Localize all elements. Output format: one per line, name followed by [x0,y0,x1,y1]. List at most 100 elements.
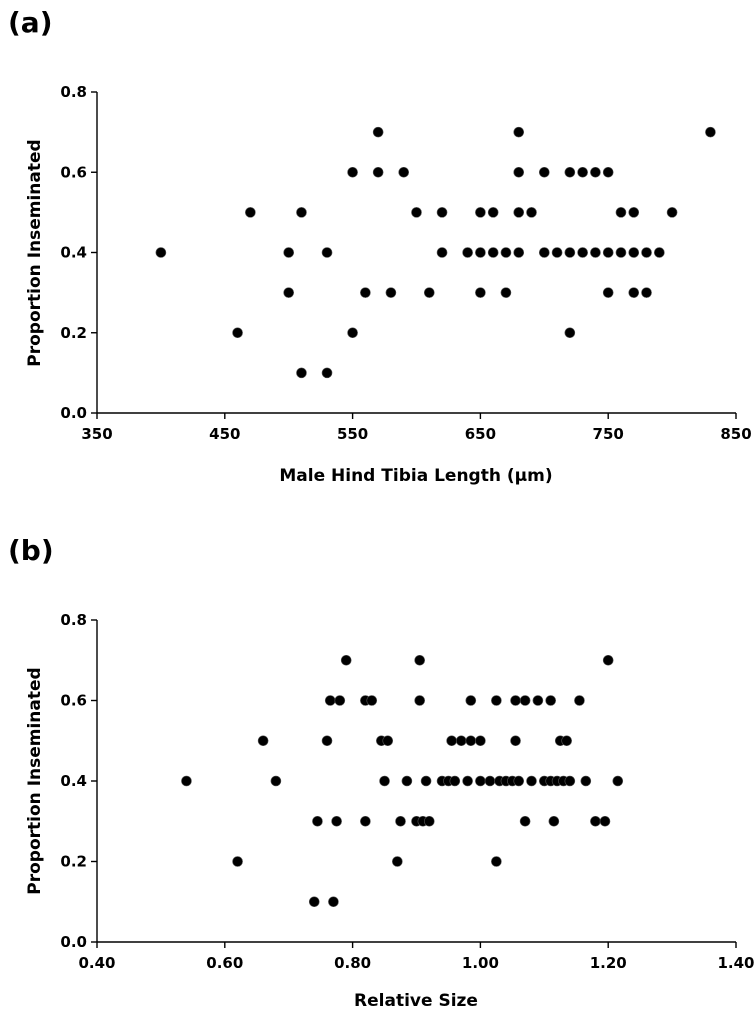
panel-b-data-point [513,775,525,787]
panel-b-data-point [599,815,611,827]
panel-a-data-point [602,166,614,178]
panel-a-data-point [500,287,512,298]
panel-a-data-point [372,166,384,178]
panel-b-points [181,654,624,908]
panel-a-data-point [411,207,422,218]
panel-b-data-point [590,815,601,827]
panel-b-y-tick-label: 0.6 [60,692,87,710]
panel-a-y-tick-label: 0.8 [60,83,87,101]
panel-b-x-tick-label: 1.40 [717,954,754,972]
panel-a-data-point [513,126,525,138]
panel-b-x-tick-label: 0.60 [206,954,243,972]
panel-b-data-point [392,856,403,867]
panel-b-data-point [340,654,352,666]
panel-b-data-point [181,775,192,787]
panel-a-data-point [321,247,333,258]
panel-b-data-point [321,735,333,747]
panel-b-data-point [561,735,572,747]
panel-b-data-point [414,654,425,666]
panel-b-data-point [312,815,323,827]
panel-a-x-tick-label: 550 [337,425,368,443]
panel-a-y-tick-label: 0.0 [60,404,87,422]
panel-b-label: (b) [8,534,54,567]
panel-a-x-tick-label: 350 [81,425,112,443]
panel-a-data-point [538,166,550,178]
panel-a-data-point [628,287,640,298]
panel-a-x-tick-label: 750 [593,425,624,443]
panel-b-data-point [519,695,531,706]
panel-b-x-tick-label: 1.20 [590,954,627,972]
panel-b-data-point [574,695,585,706]
panel-b-data-point [612,775,624,787]
panel-a-data-point [641,247,652,258]
panel-a-data-point [423,287,435,298]
panel-a-data-point [155,247,167,258]
panel-b-data-point [564,775,576,787]
panel-b-data-point [449,775,461,787]
panel-b-data-point [484,775,496,787]
panel-a-data-point [654,247,665,258]
panel-b-data-point [475,735,486,747]
panel-b-data-point [423,815,435,827]
panel-b-y-tick-label: 0.2 [60,853,87,871]
panel-a-data-point [296,207,307,218]
panel-a-y-tick-label: 0.2 [60,324,87,342]
panel-a-x-tick-label: 850 [720,425,751,443]
panel-a-data-point [245,207,256,218]
panel-a-data-point [538,247,550,258]
panel-b-data-point [257,735,269,747]
panel-b-data-point [510,735,521,747]
panel-a-x-tick-label: 450 [209,425,240,443]
panel-a-data-point [385,287,397,298]
panel-a-data-point [513,247,525,258]
panel-a-data-point [602,247,614,258]
panel-a-data-point [526,207,537,218]
panel-a-data-point [283,247,295,258]
panel-a-data-point [321,367,333,379]
panel-b: (b) 0.0 0.2 0.4 0.6 0.8 0.40 0.60 0.80 1.00 1.20… [8,534,754,1011]
panel-b-data-point [491,856,502,867]
panel-a-data-point [475,287,486,298]
panel-a-data-point [615,207,627,218]
panel-a-data-point [590,166,601,178]
panel-a-data-point [296,367,307,379]
panel-b-x-tick-label: 1.00 [462,954,499,972]
panel-a-data-point [551,247,563,258]
panel-a-y-tick-label: 0.6 [60,163,87,181]
panel-a-data-point [372,126,384,138]
panel-a-data-point [232,327,243,339]
panel-b-data-point [331,815,342,827]
panel-b-x-title: Relative Size [354,991,478,1011]
panel-a-x-title: Male Hind Tibia Length (µm) [279,466,552,486]
panel-b-data-point [270,775,282,787]
panel-a-x-ticks: 350 450 550 650 750 850 [81,413,752,443]
panel-a-data-point [360,287,371,298]
panel-a-data-point [705,126,716,138]
panel-a-data-point [615,247,627,258]
panel-b-data-point [455,735,467,747]
panel-a-points [155,126,716,379]
panel-b-data-point [602,654,614,666]
panel-b-data-point [366,695,378,706]
panel-b-data-point [360,815,371,827]
panel-a-data-point [487,247,499,258]
panel-a-data-point [398,166,410,178]
panel-b-x-ticks: 0.40 0.60 0.80 1.00 1.20 1.40 [78,942,754,972]
panel-a-data-point [462,247,473,258]
panel-b-data-point [382,735,394,747]
panel-b-data-point [328,896,339,908]
panel-a-data-point [564,327,576,339]
panel-b-x-tick-label: 0.80 [334,954,371,972]
panel-b-data-point [465,695,477,706]
panel-b-data-point [462,775,473,787]
panel-a-data-point [487,207,499,218]
panel-a-y-title: Proportion Inseminated [25,139,45,366]
panel-b-data-point [420,775,432,787]
panel-a-data-point [500,247,512,258]
panel-a-data-point [436,207,448,218]
panel-a-data-point [577,166,588,178]
panel-a-data-point [347,327,358,339]
panel-a-data-point [602,287,614,298]
panel-b-data-point [395,815,406,827]
panel-b-data-point [401,775,413,787]
